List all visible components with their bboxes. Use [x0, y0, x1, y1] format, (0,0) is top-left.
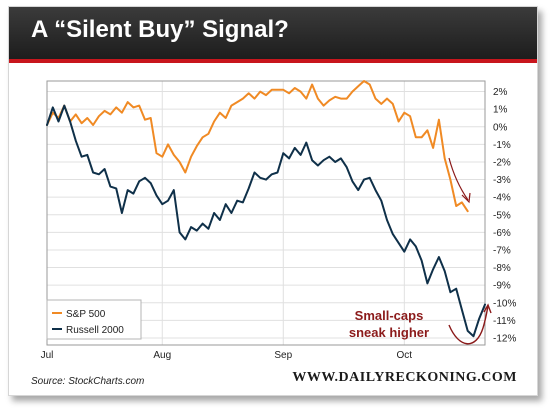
y-tick-label: -4%	[493, 193, 511, 204]
y-tick-label: -11%	[493, 316, 516, 327]
x-tick-label: Jul	[41, 350, 54, 361]
chart-title: A “Silent Buy” Signal?	[31, 16, 289, 43]
y-tick-label: 2%	[493, 87, 508, 98]
x-tick-label: Aug	[153, 350, 171, 361]
chart-card: A “Silent Buy” Signal? Jul Aug Sep Oct 2% 1%…	[8, 6, 538, 396]
x-tick-label: Sep	[274, 350, 292, 361]
annotation-line-1: Small-caps	[355, 308, 424, 323]
up-arrow-shaft	[448, 305, 489, 345]
y-tick-label: -9%	[493, 281, 511, 292]
plot-border	[46, 80, 486, 346]
x-axis-ticks: Jul Aug Sep Oct	[41, 350, 413, 361]
x-tick-label: Oct	[397, 350, 413, 361]
y-tick-label: -1%	[493, 140, 511, 151]
y-tick-label: -12%	[493, 333, 516, 344]
brand-url: WWW.DAILYRECKONING.COM	[292, 370, 517, 385]
series-line-russell2000	[46, 104, 486, 338]
legend: S&P 500 Russell 2000	[46, 299, 142, 340]
chart-panel: Jul Aug Sep Oct 2% 1% 0% -1% -2% -3% -4% -5% -6% -7%…	[21, 73, 529, 365]
y-tick-label: -3%	[493, 175, 511, 186]
line-chart: Jul Aug Sep Oct 2% 1% 0% -1% -2% -3% -4% -5% -6% -7%…	[21, 73, 529, 365]
y-tick-label: -5%	[493, 210, 511, 221]
y-axis-ticks: 2% 1% 0% -1% -2% -3% -4% -5% -6% -7% -8% -9% -10% -11…	[493, 87, 516, 344]
annotation-layer: Small-caps sneak higher	[349, 157, 492, 345]
down-arrow-head	[461, 192, 471, 204]
y-tick-label: -10%	[493, 298, 516, 309]
y-tick-label: -6%	[493, 228, 511, 239]
y-tick-label: -7%	[493, 245, 511, 256]
up-arrow-head	[483, 303, 492, 314]
grid-layer	[46, 81, 485, 345]
annotation-line-2: sneak higher	[349, 325, 429, 340]
legend-label-sp500: S&P 500	[66, 309, 106, 320]
y-tick-label: -8%	[493, 263, 511, 274]
title-bar: A “Silent Buy” Signal?	[9, 7, 537, 63]
y-tick-label: -2%	[493, 157, 511, 168]
y-tick-label: 0%	[493, 122, 508, 133]
series-layer	[46, 80, 486, 338]
down-arrow-shaft	[448, 157, 469, 201]
legend-box	[46, 299, 142, 340]
series-line-sp500	[46, 80, 469, 213]
y-tick-label: 1%	[493, 105, 508, 116]
source-note: Source: StockCharts.com	[31, 376, 145, 387]
legend-label-russell: Russell 2000	[66, 325, 124, 336]
